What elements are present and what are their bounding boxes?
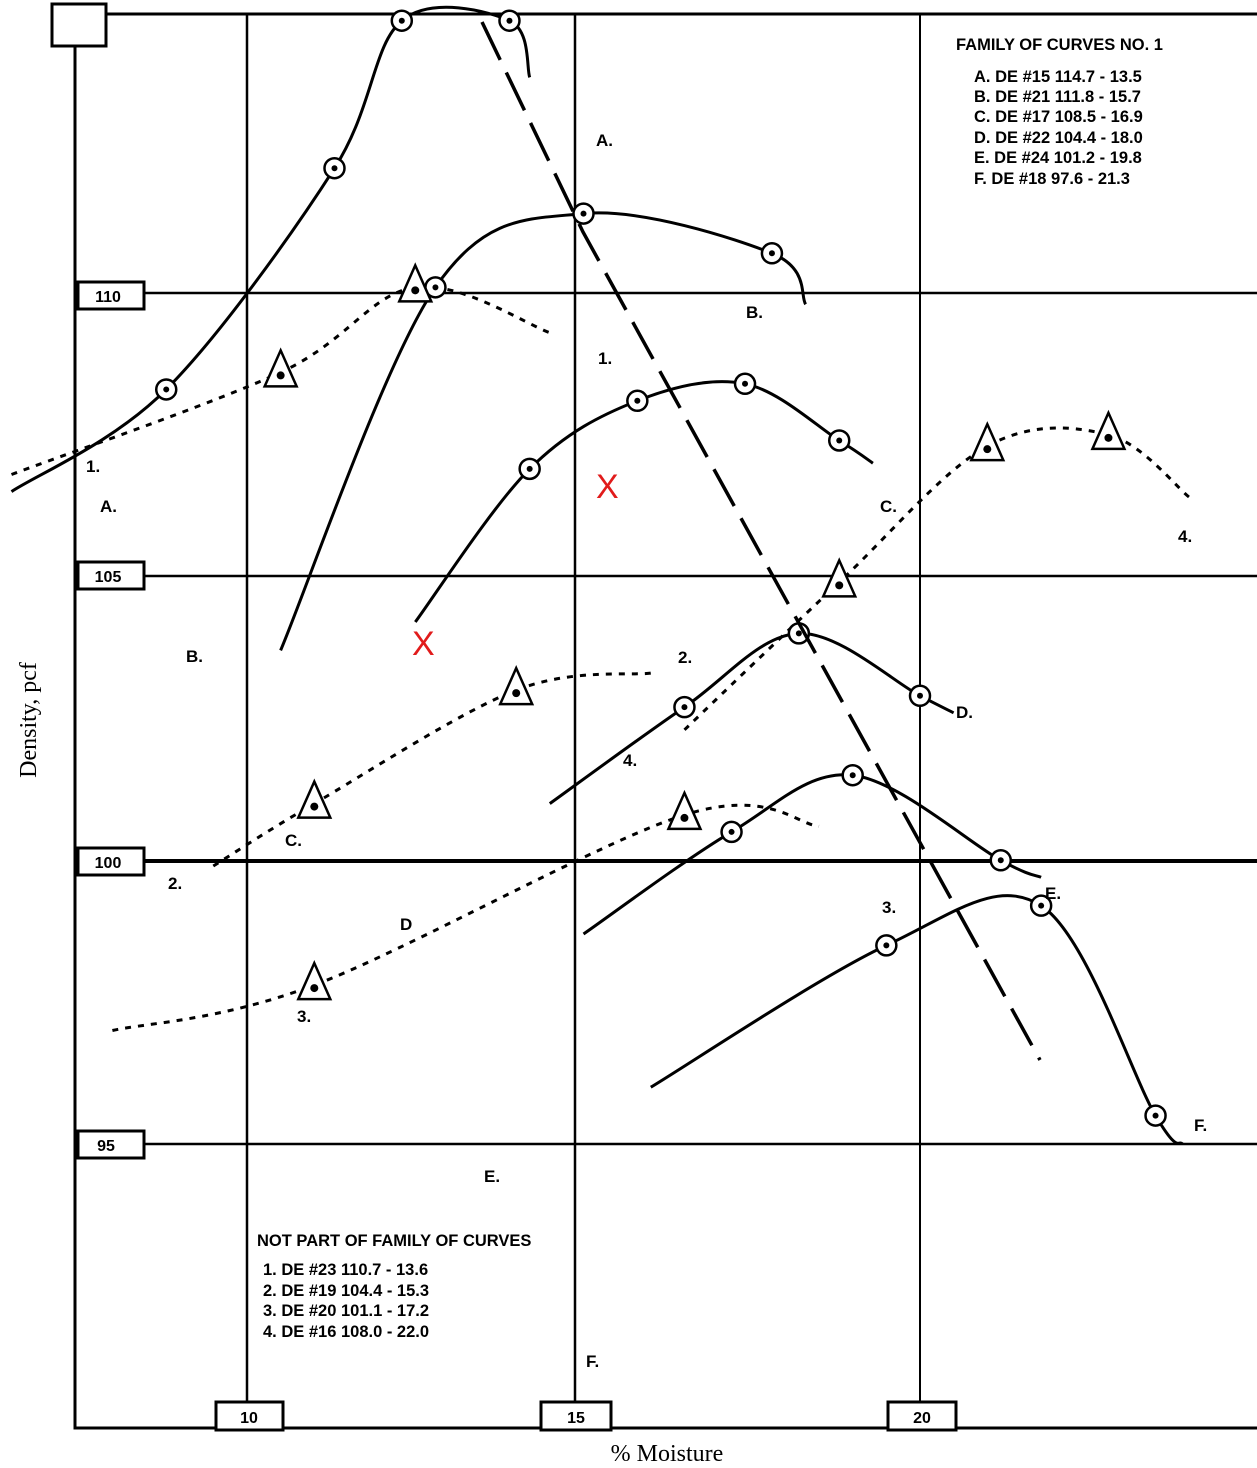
legend-family-entry-f: F. DE #18 97.6 - 21.3: [974, 170, 1130, 188]
curve-label-a-end: A.: [596, 131, 613, 150]
curve-label-a-start: A.: [100, 497, 117, 516]
curve-4: [683, 426, 1191, 731]
curve-label-d-end: D.: [956, 703, 973, 722]
y-tick-label-95: 95: [97, 1138, 115, 1155]
point-a-4: [498, 9, 521, 32]
point-d-3: [908, 684, 932, 708]
curve-label-f-start: F.: [586, 1352, 599, 1371]
point-c-2: [626, 389, 649, 413]
curve-label-d-start: D: [400, 915, 412, 934]
point-b-2: [572, 202, 595, 225]
point-4-2: [969, 421, 1006, 462]
point-c-4: [827, 429, 851, 452]
y-tick-box-100: [76, 846, 146, 877]
x-tick-label-15: 15: [567, 1410, 585, 1427]
curve-label-b-end: B.: [746, 303, 763, 322]
curve-label-2-start: 2.: [168, 874, 182, 893]
point-a-3: [390, 9, 414, 32]
legend-not-family-entry-3: 3. DE #20 101.1 - 17.2: [263, 1302, 429, 1320]
curve-label-3-start: 3.: [297, 1007, 311, 1026]
point-c-1: [518, 457, 541, 481]
plot-frame: [73, 12, 1257, 1430]
x-tick-box-15: [539, 1400, 613, 1432]
y-tick-box-95: [76, 1129, 146, 1160]
curve-label-1-end: 1.: [598, 349, 612, 368]
point-f-1: [875, 934, 898, 957]
curve-3: [112, 803, 820, 1032]
legend-not-family-entry-1: 1. DE #23 110.7 - 13.6: [263, 1261, 428, 1279]
x-tick-label-20: 20: [913, 1410, 931, 1427]
point-e-3: [989, 849, 1013, 872]
legend-family-title: FAMILY OF CURVES NO. 1: [956, 36, 1163, 54]
y-axis-title: Density, pcf: [16, 662, 42, 778]
curve-label-4-end: 4.: [1178, 527, 1192, 546]
legend-family-of-curves: FAMILY OF CURVES NO. 1 A. DE #15 114.7 -…: [956, 36, 1163, 188]
x-tick-labels: 10 15 20: [214, 1400, 958, 1432]
point-3-2: [666, 789, 703, 831]
curve-1: [10, 285, 551, 476]
point-e-1: [720, 820, 743, 844]
y-tick-label-105: 105: [95, 569, 122, 586]
top-left-box: [50, 2, 108, 48]
y-tick-label-100: 100: [95, 855, 122, 872]
curve-label-c-end: C.: [880, 497, 897, 516]
curve-label-c-start: C.: [285, 831, 302, 850]
legend-family-entry-e: E. DE #24 101.2 - 19.8: [974, 149, 1142, 167]
x-tick-label-10: 10: [240, 1410, 258, 1427]
legend-not-family-entry-4: 4. DE #16 108.0 - 22.0: [263, 1323, 429, 1341]
curve-label-f-end: F.: [1194, 1116, 1207, 1135]
legend-family-entry-c: C. DE #17 108.5 - 16.9: [974, 108, 1143, 126]
curve-label-e-start: E.: [484, 1167, 500, 1186]
point-2-1: [296, 778, 333, 819]
x-tick-box-20: [886, 1400, 958, 1432]
x-marker-upper: X: [596, 468, 619, 506]
y-tick-labels: 110 105 100 95: [76, 280, 146, 1160]
point-2-2: [498, 665, 535, 706]
legend-family-entry-b: B. DE #21 111.8 - 15.7: [974, 88, 1141, 106]
gridlines: [75, 14, 1257, 1428]
point-a-2: [323, 156, 346, 180]
zero-air-voids-line: [480, 21, 1042, 1061]
point-4-3: [1090, 409, 1127, 451]
curve-2: [212, 671, 651, 868]
legend-family-entry-d: D. DE #22 104.4 - 18.0: [974, 129, 1143, 147]
peak-line: [480, 21, 1042, 1061]
point-f-3: [1144, 1104, 1167, 1127]
curve-label-3-end: 3.: [882, 898, 896, 917]
curve-label-b-start: B.: [186, 647, 203, 666]
legend-family-entry-a: A. DE #15 114.7 - 13.5: [974, 68, 1142, 86]
point-1-1: [262, 347, 299, 388]
x-marker-lower: X: [412, 625, 435, 663]
point-4-1: [821, 557, 858, 598]
point-b-3: [760, 242, 784, 265]
y-tick-box-105: [76, 560, 146, 591]
legend-not-family: NOT PART OF FAMILY OF CURVES 1. DE #23 1…: [257, 1232, 531, 1341]
point-f-2: [1029, 894, 1053, 917]
y-tick-box-110: [76, 280, 146, 311]
curves: [10, 5, 1191, 1146]
curve-label-2-end: 2.: [678, 648, 692, 667]
point-1-2: [397, 262, 434, 303]
x-tick-box-10: [214, 1400, 285, 1432]
point-markers: [154, 9, 1167, 1127]
point-3-1: [296, 960, 333, 1001]
x-axis-title: % Moisture: [611, 1441, 724, 1467]
point-e-2: [841, 763, 864, 787]
curve-labels: A. A. B. B. C. C. D. D E. E. F. F. 1. 1.…: [86, 131, 1207, 1371]
point-a-1: [154, 378, 178, 401]
point-d-1: [673, 695, 696, 719]
curve-label-e-end: E.: [1045, 884, 1061, 903]
point-c-3: [733, 372, 757, 396]
curve-label-1-start: 1.: [86, 457, 100, 476]
legend-not-family-title: NOT PART OF FAMILY OF CURVES: [257, 1232, 531, 1250]
legend-not-family-entry-2: 2. DE #19 104.4 - 15.3: [263, 1282, 429, 1300]
y-tick-label-110: 110: [95, 289, 121, 306]
curve-label-4-start: 4.: [623, 751, 637, 770]
